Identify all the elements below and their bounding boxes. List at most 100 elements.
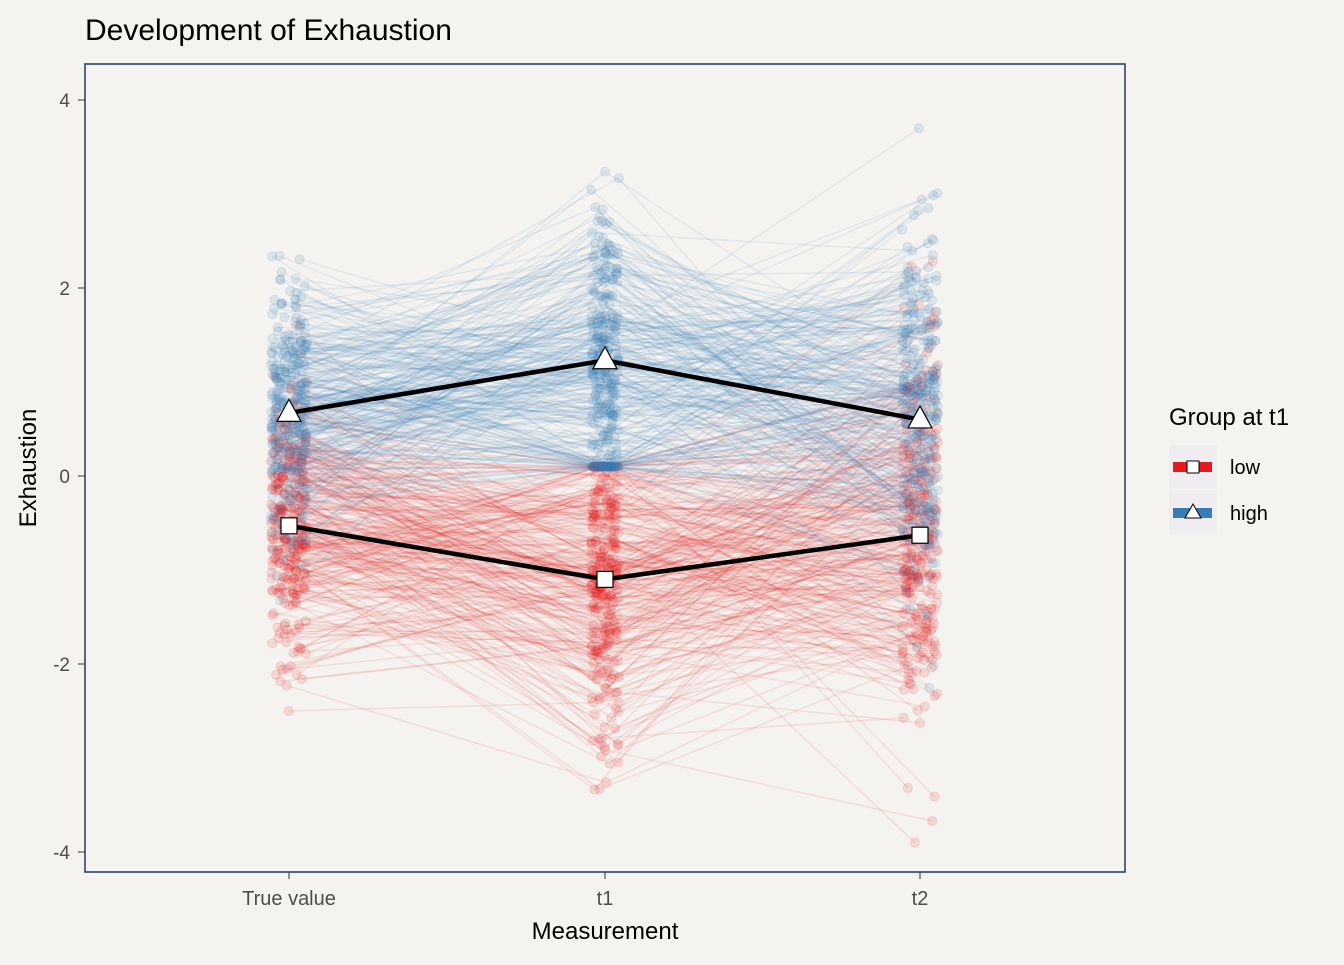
trajectory-point-low	[594, 601, 605, 612]
trajectory-point-low	[601, 629, 612, 640]
trajectory-line-low	[291, 493, 913, 572]
trajectory-point-high	[928, 411, 939, 422]
trajectory-point-low	[288, 546, 299, 557]
trajectory-point-high	[912, 376, 923, 387]
trajectory-point-high	[901, 585, 912, 596]
trajectory-point-low	[588, 522, 599, 533]
x-axis: True value t1 t2	[242, 872, 928, 910]
trajectory-point-high	[932, 317, 943, 328]
trajectory-point-low	[921, 623, 932, 634]
trajectory-point-low	[897, 459, 908, 470]
trajectory-point-high	[267, 492, 278, 503]
trajectory-point-low	[283, 451, 294, 462]
trajectory-point-low	[301, 648, 312, 659]
trajectory-point-low	[604, 758, 615, 769]
trajectory-point-low	[905, 401, 916, 412]
trajectory-point-low	[596, 733, 607, 744]
trajectory-point-low	[602, 591, 613, 602]
trajectory-line-low	[285, 540, 934, 604]
trajectory-point-low	[590, 587, 601, 598]
trajectory-line-low	[283, 457, 933, 579]
trajectory-point-low	[912, 572, 923, 583]
trajectory-line-low	[276, 516, 927, 668]
trajectory-point-low	[588, 505, 599, 516]
trajectory-point-low	[599, 651, 610, 662]
trajectory-point-low	[909, 609, 920, 620]
trajectory-point-low	[912, 568, 923, 579]
trajectory-point-low	[912, 498, 923, 509]
trajectory-line-low	[284, 325, 936, 567]
trajectory-point-low	[596, 751, 607, 762]
trajectory-point-low	[917, 509, 928, 520]
trajectory-point-low	[905, 453, 916, 464]
trajectory-point-high	[272, 322, 283, 333]
trajectory-point-low	[268, 514, 279, 525]
mean-point-low	[596, 570, 614, 589]
trajectory-point-low	[612, 621, 623, 632]
trajectory-point-low	[293, 464, 304, 475]
trajectory-point-low	[592, 461, 603, 472]
trajectory-line-low	[295, 464, 929, 636]
trajectory-point-low	[273, 429, 284, 440]
trajectory-line-low	[301, 461, 911, 638]
trajectory-point-low	[596, 548, 607, 559]
trajectory-line-low	[275, 471, 928, 560]
trajectory-point-high	[931, 275, 942, 286]
trajectory-line-low	[296, 530, 913, 578]
trajectory-point-low	[611, 475, 622, 486]
trajectory-point-low	[589, 588, 600, 599]
trajectory-point-low	[595, 556, 606, 567]
trajectory-point-low	[603, 676, 614, 687]
trajectory-point-high	[299, 377, 310, 388]
trajectory-line-low	[286, 551, 922, 601]
trajectory-line-low	[292, 403, 931, 683]
trajectory-point-low	[275, 500, 286, 511]
trajectory-line-low	[292, 520, 936, 679]
trajectory-line-low	[306, 451, 903, 665]
trajectory-point-low	[923, 541, 934, 552]
trajectory-point-low	[271, 403, 282, 414]
trajectory-line-low	[298, 494, 917, 512]
trajectory-point-low	[917, 618, 928, 629]
trajectory-point-low	[898, 712, 909, 723]
trajectory-line-low	[271, 577, 911, 600]
trajectory-point-low	[593, 528, 604, 539]
trajectory-point-low	[589, 558, 600, 569]
trajectory-line-low	[299, 421, 913, 647]
trajectory-point-low	[294, 479, 305, 490]
trajectory-line-low	[271, 503, 918, 591]
trajectory-point-high	[296, 429, 307, 440]
trajectory-line-low	[288, 320, 932, 675]
trajectory-point-low	[918, 497, 929, 508]
trajectory-point-low	[905, 679, 916, 690]
trajectory-point-low	[274, 582, 285, 593]
trajectory-point-low	[907, 582, 918, 593]
trajectory-point-high	[268, 545, 279, 556]
trajectory-point-low	[266, 573, 277, 584]
trajectory-point-low	[274, 441, 285, 452]
trajectory-point-low	[596, 668, 607, 679]
trajectory-point-high	[613, 424, 624, 435]
trajectory-point-high	[924, 304, 935, 315]
trajectory-point-low	[613, 738, 624, 749]
trajectory-line-low	[271, 471, 923, 625]
trajectory-point-low	[912, 705, 923, 716]
trajectory-point-low	[276, 502, 287, 513]
trajectory-point-low	[599, 744, 610, 755]
trajectory-line-low	[301, 646, 925, 708]
trajectory-point-high	[613, 173, 624, 184]
trajectory-line-low	[278, 549, 907, 730]
trajectory-line-low	[305, 438, 933, 620]
trajectory-point-high	[269, 406, 280, 417]
trajectory-point-low	[596, 637, 607, 648]
trajectory-line-low	[290, 536, 927, 636]
trajectory-point-low	[267, 501, 278, 512]
trajectory-point-high	[591, 262, 602, 273]
trajectory-point-low	[605, 461, 616, 472]
trajectory-point-low	[268, 484, 279, 495]
trajectory-point-low	[932, 545, 943, 556]
trajectory-point-high	[276, 364, 287, 375]
trajectory-point-low	[932, 360, 943, 371]
trajectory-point-low	[604, 609, 615, 620]
trajectory-line-low	[284, 445, 934, 571]
